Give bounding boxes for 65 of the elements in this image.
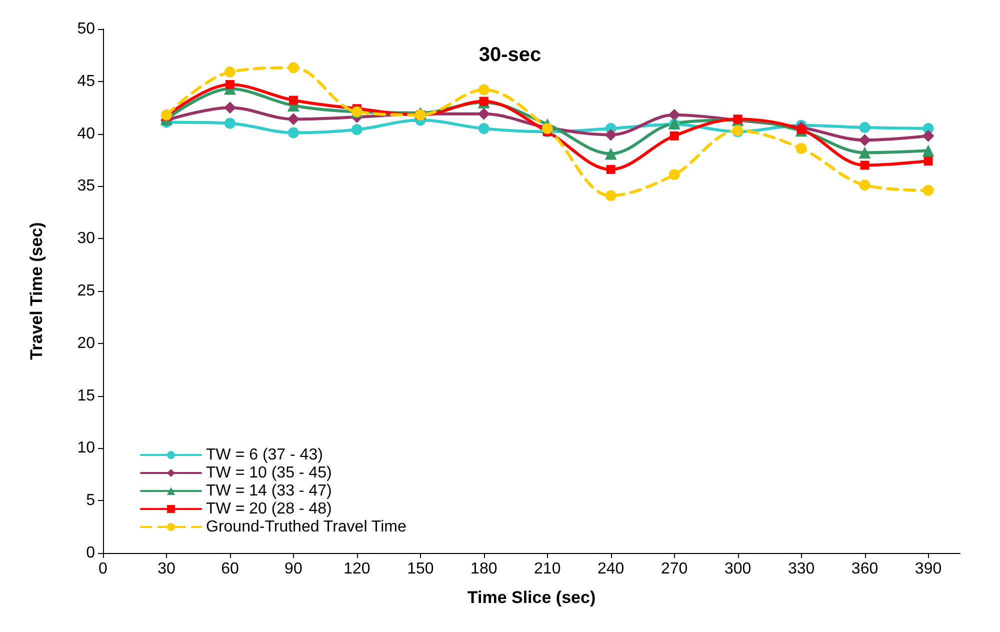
legend-label: TW = 6 (37 - 43) bbox=[206, 446, 323, 464]
point bbox=[668, 108, 680, 121]
point bbox=[859, 122, 870, 134]
point bbox=[224, 102, 236, 114]
x-tick-label: 60 bbox=[221, 560, 239, 578]
x-tick-label: 150 bbox=[407, 560, 434, 578]
x-tick-label: 30 bbox=[158, 560, 176, 578]
y-tick-label: 0 bbox=[86, 544, 96, 562]
legend-label: Ground-Truthed Travel Time bbox=[206, 518, 406, 536]
point bbox=[858, 134, 871, 146]
point bbox=[922, 144, 934, 157]
x-tick-label: 330 bbox=[788, 560, 815, 578]
x-tick-label: 270 bbox=[660, 560, 688, 578]
point bbox=[478, 84, 490, 96]
point bbox=[733, 114, 742, 124]
x-tick-label: 390 bbox=[914, 560, 942, 578]
y-tick-label: 20 bbox=[77, 334, 96, 352]
x-tick-label: 240 bbox=[598, 560, 624, 578]
point bbox=[478, 123, 490, 134]
y-tick-label: 45 bbox=[77, 72, 96, 90]
y-tick-label: 40 bbox=[77, 125, 96, 142]
y-tick-label: 50 bbox=[77, 20, 96, 38]
y-tick-label: 35 bbox=[77, 178, 96, 195]
y-tick-label: 30 bbox=[77, 230, 96, 248]
point bbox=[670, 131, 679, 140]
point bbox=[224, 118, 236, 129]
point bbox=[604, 128, 617, 141]
text: 30-sec bbox=[478, 44, 542, 66]
point bbox=[859, 180, 870, 191]
point bbox=[287, 113, 300, 126]
point bbox=[288, 127, 299, 138]
legend-label: TW = 20 (28 - 48) bbox=[206, 500, 332, 518]
x-tick-label: 360 bbox=[851, 560, 878, 578]
point bbox=[288, 96, 298, 105]
x-tick-label: 210 bbox=[534, 560, 561, 578]
y-axis-title: Travel Time (sec) bbox=[27, 222, 46, 360]
y-tick-label: 15 bbox=[77, 387, 96, 404]
point bbox=[606, 164, 616, 174]
point bbox=[860, 160, 870, 170]
point bbox=[479, 96, 488, 106]
point bbox=[796, 142, 807, 154]
point bbox=[288, 62, 299, 74]
legend-label: TW = 10 (35 - 45) bbox=[206, 464, 332, 482]
y-tick-label: 5 bbox=[86, 492, 96, 510]
legend-label: TW = 14 (33 - 47) bbox=[206, 482, 332, 500]
point bbox=[605, 190, 616, 202]
point bbox=[604, 148, 617, 160]
x-tick-label: 0 bbox=[98, 560, 108, 578]
x-tick-label: 90 bbox=[284, 560, 302, 578]
point bbox=[668, 169, 680, 180]
point bbox=[224, 66, 236, 78]
point bbox=[796, 125, 806, 134]
y-tick-label: 10 bbox=[77, 440, 96, 457]
point bbox=[922, 130, 934, 142]
point bbox=[924, 156, 933, 166]
point bbox=[858, 146, 871, 159]
point bbox=[225, 80, 234, 90]
point bbox=[922, 184, 934, 196]
x-tick-label: 300 bbox=[724, 560, 752, 578]
x-tick-label: 180 bbox=[470, 560, 498, 578]
x-tick-label: 120 bbox=[344, 560, 370, 578]
y-tick-label: 25 bbox=[77, 282, 96, 300]
x-axis-title: Time Slice (sec) bbox=[467, 588, 596, 607]
point bbox=[351, 124, 362, 136]
point bbox=[478, 108, 490, 120]
